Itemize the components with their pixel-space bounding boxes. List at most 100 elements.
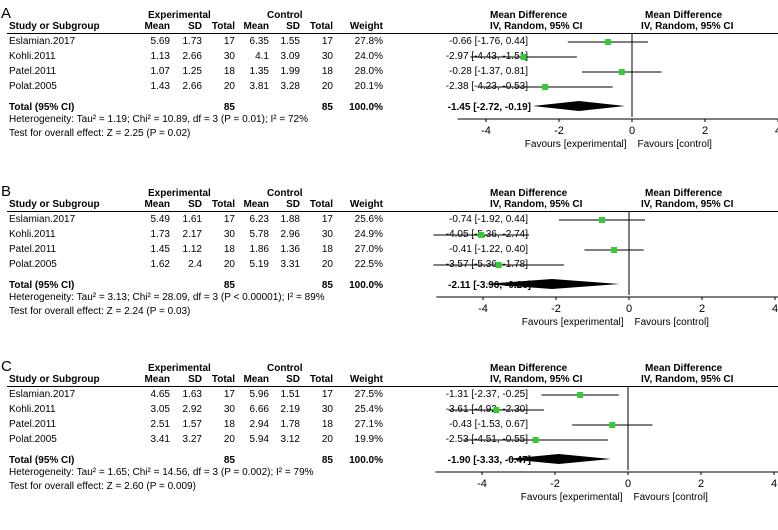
exp-total: 30 <box>223 51 235 62</box>
header-rule <box>7 33 778 34</box>
study-effect-square <box>598 217 605 223</box>
favours-control-label: Favours [control] <box>634 317 709 328</box>
ctl-sd: 1.99 <box>280 66 300 77</box>
study-ci-text: -0.43 [-1.53, 0.67] <box>449 419 528 430</box>
study-effect-square <box>495 262 502 268</box>
ctl-sd: 3.31 <box>280 259 300 270</box>
weight-header: Weight <box>349 374 383 385</box>
exp-sd: 3.27 <box>182 434 202 445</box>
favours-experimental-label: Favours [experimental] <box>521 492 623 503</box>
exp-mean: 3.05 <box>150 404 170 415</box>
ctl-total-header: Total <box>309 199 333 210</box>
heterogeneity-text: Heterogeneity: Tau² = 1.19; Chi² = 10.89… <box>9 114 308 125</box>
exp-total-header: Total <box>211 199 235 210</box>
exp-mean: 3.41 <box>150 434 170 445</box>
study-column-header: Study or Subgroup <box>9 374 100 385</box>
study-name: Kohli.2011 <box>9 404 56 415</box>
exp-total: 30 <box>223 229 235 240</box>
ctl-mean: 6.66 <box>249 404 269 415</box>
ctl-total-sum: 85 <box>321 455 333 466</box>
forest-plot-area: -4 -2 0 2 4 Favours [experimental] Favours [co… <box>457 33 778 150</box>
heterogeneity-text: Heterogeneity: Tau² = 1.65; Chi² = 14.56… <box>9 467 314 478</box>
panel-letter: A <box>1 5 12 22</box>
ctl-sd-header: SD <box>286 374 300 385</box>
forest-panel-c: C Experimental Control Mean Difference Mean … <box>0 355 778 530</box>
study-name: Eslamian.2017 <box>9 214 76 225</box>
study-effect-square <box>493 407 500 413</box>
ctl-total: 30 <box>321 229 333 240</box>
exp-mean: 1.43 <box>150 81 170 92</box>
total-ci-text: -1.90 [-3.33, -0.47] <box>447 455 531 466</box>
method-header: IV, Random, 95% CI <box>490 21 583 32</box>
header-rule <box>7 386 778 387</box>
ctl-sd: 1.88 <box>280 214 300 225</box>
plot-method-header: IV, Random, 95% CI <box>641 374 734 385</box>
exp-mean: 5.69 <box>150 36 170 47</box>
exp-sd-header: SD <box>188 199 202 210</box>
exp-sd: 2.17 <box>182 229 202 240</box>
ctl-total: 18 <box>321 66 333 77</box>
exp-mean-header: Mean <box>144 21 170 32</box>
experimental-group-header: Experimental <box>148 363 211 374</box>
exp-sd-header: SD <box>188 21 202 32</box>
exp-sd: 2.4 <box>188 259 202 270</box>
x-axis-tick-label: 2 <box>702 125 708 137</box>
experimental-group-header: Experimental <box>148 188 211 199</box>
ctl-total: 30 <box>321 404 333 415</box>
x-axis-tick-label: 4 <box>771 478 777 490</box>
ctl-total: 17 <box>321 214 333 225</box>
header-rule <box>7 211 778 212</box>
study-weight: 25.6% <box>354 214 383 225</box>
ctl-mean: 4.1 <box>255 51 269 62</box>
favours-control-label: Favours [control] <box>637 139 712 150</box>
ctl-total: 20 <box>321 81 333 92</box>
x-axis-tick-label: -4 <box>481 125 491 137</box>
exp-total: 18 <box>223 419 235 430</box>
study-effect-square <box>618 69 625 75</box>
study-effect-square <box>542 84 549 90</box>
study-name: Patel.2011 <box>9 419 57 430</box>
exp-sd: 1.57 <box>182 419 202 430</box>
study-effect-square <box>520 54 527 60</box>
x-axis-tick-label: -2 <box>550 478 560 490</box>
ctl-sd: 1.78 <box>280 419 300 430</box>
x-axis-tick-label: -2 <box>551 303 561 315</box>
mean-difference-header: Mean Difference <box>490 10 568 21</box>
study-name: Kohli.2011 <box>9 229 56 240</box>
x-axis-tick-label: 4 <box>775 125 778 137</box>
study-weight: 22.5% <box>354 259 383 270</box>
plot-method-header: IV, Random, 95% CI <box>641 199 734 210</box>
ctl-sd: 3.09 <box>280 51 300 62</box>
total-row-label: Total (95% CI) <box>9 280 75 291</box>
exp-total-sum: 85 <box>223 280 235 291</box>
total-row-label: Total (95% CI) <box>9 102 75 113</box>
ctl-total: 20 <box>321 434 333 445</box>
x-axis-tick-label: 0 <box>626 303 632 315</box>
ctl-mean-header: Mean <box>243 21 269 32</box>
exp-mean: 1.62 <box>150 259 170 270</box>
total-weight: 100.0% <box>349 280 383 291</box>
favours-experimental-label: Favours [experimental] <box>525 139 627 150</box>
exp-total-header: Total <box>211 374 235 385</box>
exp-sd: 1.61 <box>182 214 202 225</box>
ctl-mean: 1.86 <box>249 244 269 255</box>
total-weight: 100.0% <box>349 102 383 113</box>
exp-sd-header: SD <box>188 374 202 385</box>
x-axis-tick-label: -4 <box>478 303 488 315</box>
study-weight: 25.4% <box>354 404 383 415</box>
ctl-sd: 2.96 <box>280 229 300 240</box>
pooled-effect-diamond <box>506 454 611 464</box>
exp-total-sum: 85 <box>223 102 235 113</box>
weight-header: Weight <box>349 21 383 32</box>
exp-total: 20 <box>223 259 235 270</box>
ctl-sd-header: SD <box>286 199 300 210</box>
exp-sd: 1.25 <box>182 66 202 77</box>
forest-panel-b: B Experimental Control Mean Difference Mean … <box>0 180 778 355</box>
ctl-sd-header: SD <box>286 21 300 32</box>
ctl-mean-header: Mean <box>243 199 269 210</box>
study-weight: 28.0% <box>354 66 383 77</box>
ctl-mean: 5.78 <box>249 229 269 240</box>
exp-mean-header: Mean <box>144 374 170 385</box>
exp-total: 17 <box>223 389 235 400</box>
ctl-mean: 2.94 <box>249 419 269 430</box>
